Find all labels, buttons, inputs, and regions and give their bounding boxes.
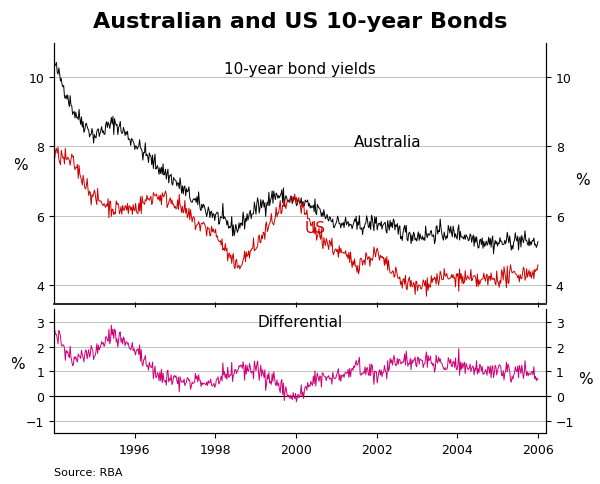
Text: Differential: Differential: [257, 315, 343, 330]
Text: US: US: [305, 221, 326, 236]
Y-axis label: %: %: [575, 173, 590, 188]
Y-axis label: %: %: [13, 158, 28, 173]
Y-axis label: %: %: [578, 372, 593, 386]
Text: Source: RBA: Source: RBA: [54, 467, 122, 477]
Y-axis label: %: %: [10, 357, 25, 372]
Text: 10-year bond yields: 10-year bond yields: [224, 61, 376, 76]
Text: Australia: Australia: [354, 135, 422, 150]
Text: Australian and US 10-year Bonds: Australian and US 10-year Bonds: [93, 12, 507, 32]
